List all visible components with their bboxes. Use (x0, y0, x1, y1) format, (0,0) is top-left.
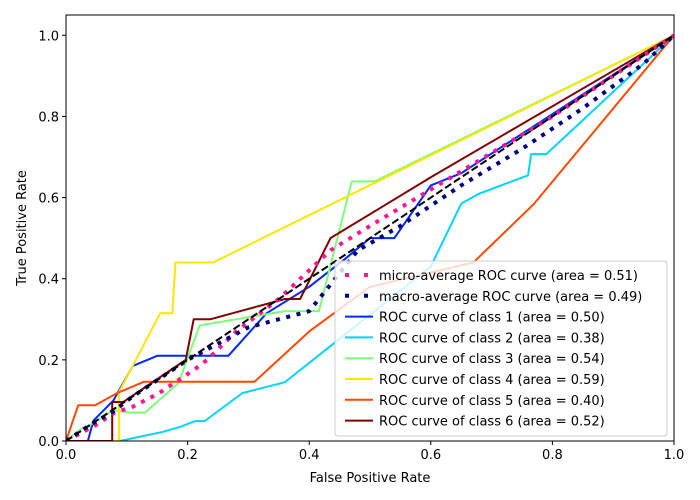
legend-label: ROC curve of class 1 (area = 0.50) (379, 311, 605, 326)
x-tick-label: 0.8 (542, 448, 563, 463)
legend-box (334, 260, 668, 437)
legend-item: ROC curve of class 1 (area = 0.50) (345, 311, 605, 326)
y-tick-label: 0.8 (38, 110, 59, 125)
legend-label: ROC curve of class 3 (area = 0.54) (379, 352, 605, 367)
chance-diagonal-line (66, 34, 674, 441)
x-tick-label: 0.0 (56, 448, 77, 463)
x-tick-label: 1.0 (664, 448, 685, 463)
legend: micro-average ROC curve (area = 0.51) mac… (334, 260, 668, 437)
plot-frame (65, 14, 675, 442)
series-line-roc-curve-of-class-4 (66, 34, 674, 441)
legend-item: macro-average ROC curve (area = 0.49) (345, 290, 642, 305)
series-line-roc-curve-of-class-3 (66, 34, 674, 441)
legend-label: ROC curve of class 2 (area = 0.38) (379, 331, 605, 346)
legend-item: micro-average ROC curve (area = 0.51) (345, 269, 638, 284)
series-line-roc-curve-of-class-2 (66, 34, 674, 441)
legend-label: micro-average ROC curve (area = 0.51) (379, 269, 638, 284)
legend-label: ROC curve of class 6 (area = 0.52) (379, 415, 605, 430)
legend-item: ROC curve of class 3 (area = 0.54) (345, 352, 605, 367)
y-tick-label: 0.0 (38, 435, 59, 450)
legend-label: ROC curve of class 4 (area = 0.59) (379, 373, 605, 388)
legend-item: ROC curve of class 6 (area = 0.52) (345, 415, 605, 430)
y-axis-label: True Positive Rate (15, 170, 30, 287)
x-axis-label: False Positive Rate (310, 471, 431, 486)
legend-item: ROC curve of class 5 (area = 0.40) (345, 394, 605, 409)
legend-item: ROC curve of class 4 (area = 0.59) (345, 373, 605, 388)
legend-item: ROC curve of class 2 (area = 0.38) (345, 331, 605, 346)
series-line-roc-curve-of-class-1 (66, 34, 674, 441)
legend-label: macro-average ROC curve (area = 0.49) (379, 290, 642, 305)
y-axis: 0.0 0.2 0.4 0.6 0.8 1.0 (38, 29, 66, 450)
x-axis: 0.0 0.2 0.4 0.6 0.8 1.0 (56, 441, 685, 463)
series-line-micro-average-roc-curve (66, 33, 674, 441)
y-tick-label: 0.2 (38, 354, 59, 369)
series-line-roc-curve-of-class-5 (66, 34, 674, 441)
series-layer (66, 33, 674, 441)
x-tick-label: 0.4 (299, 448, 320, 463)
series-line-roc-curve-of-class-6 (66, 34, 674, 441)
x-tick-label: 0.2 (177, 448, 198, 463)
x-tick-label: 0.6 (420, 448, 441, 463)
reference-layer (66, 34, 674, 441)
y-tick-label: 0.6 (38, 192, 59, 207)
y-tick-label: 1.0 (38, 29, 59, 44)
legend-label: ROC curve of class 5 (area = 0.40) (379, 394, 605, 409)
y-tick-label: 0.4 (38, 273, 59, 288)
